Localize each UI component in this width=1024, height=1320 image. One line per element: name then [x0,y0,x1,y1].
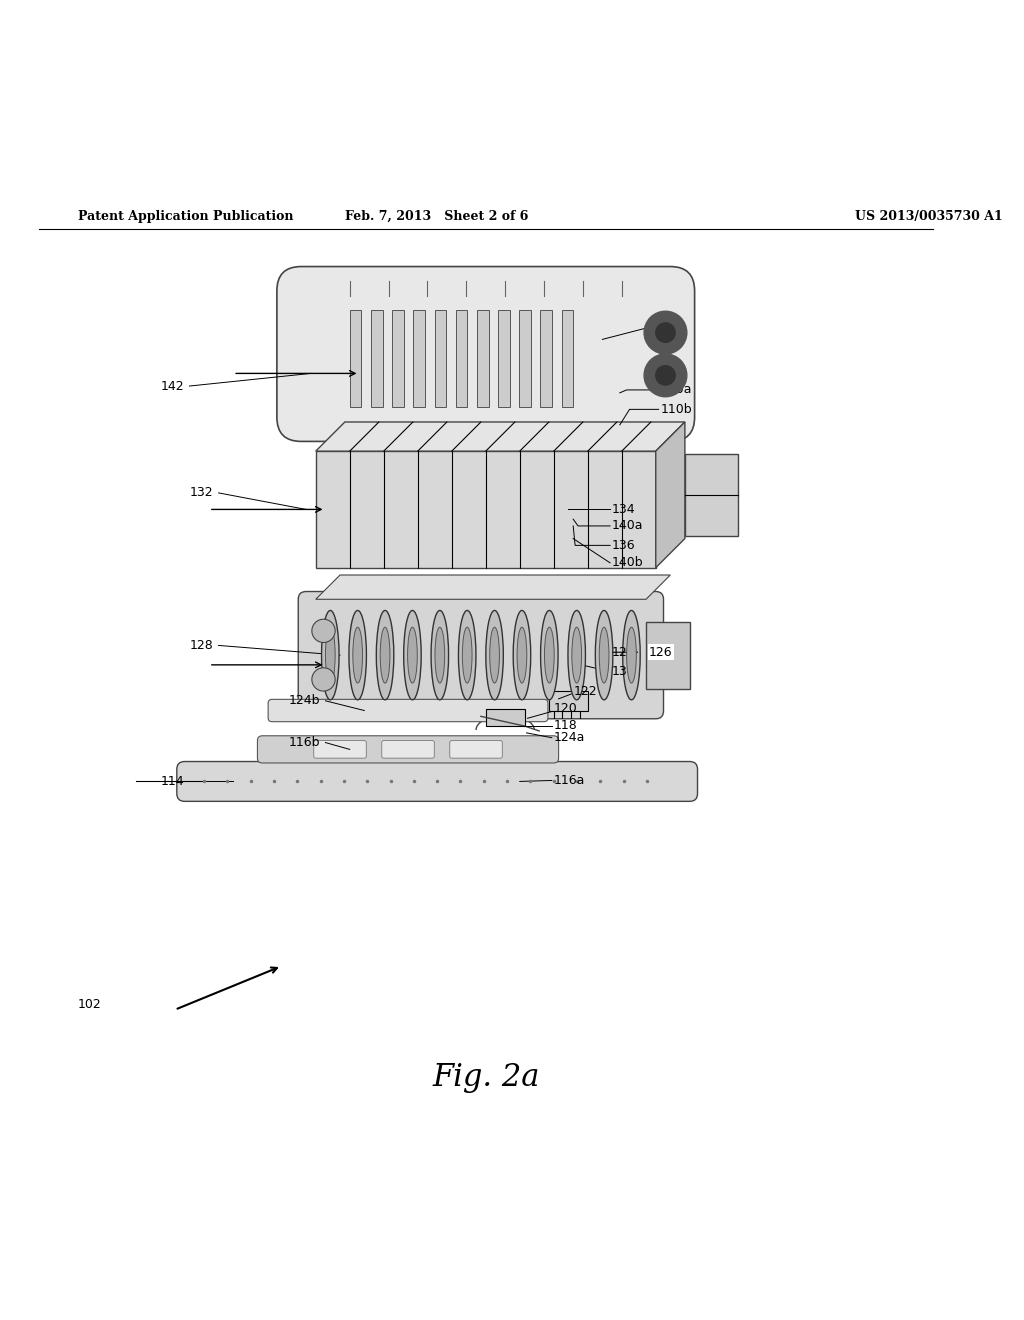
Text: 122: 122 [573,685,597,697]
Text: Feb. 7, 2013   Sheet 2 of 6: Feb. 7, 2013 Sheet 2 of 6 [345,210,528,223]
Ellipse shape [353,627,362,682]
Text: 126: 126 [612,645,636,659]
Text: 110a: 110a [660,383,692,396]
FancyBboxPatch shape [485,709,524,726]
Ellipse shape [485,610,504,700]
Ellipse shape [322,610,339,700]
FancyBboxPatch shape [646,622,690,689]
FancyBboxPatch shape [434,310,446,408]
Circle shape [644,354,687,397]
FancyBboxPatch shape [257,735,559,763]
Polygon shape [315,576,671,599]
Circle shape [655,366,675,385]
Text: 120: 120 [554,702,578,715]
Circle shape [655,323,675,342]
Ellipse shape [517,627,526,682]
FancyBboxPatch shape [685,454,738,536]
Ellipse shape [541,610,558,700]
Polygon shape [315,422,685,451]
Text: 124a: 124a [554,731,585,744]
Text: 128: 128 [190,639,214,652]
Ellipse shape [349,610,367,700]
Text: 140b: 140b [612,556,644,569]
FancyBboxPatch shape [382,741,434,758]
Text: 140a: 140a [612,520,643,532]
Ellipse shape [403,610,421,700]
Text: 114: 114 [161,775,184,788]
Text: 126: 126 [651,645,675,659]
Ellipse shape [463,627,472,682]
FancyBboxPatch shape [519,310,531,408]
Text: Patent Application Publication: Patent Application Publication [78,210,293,223]
Ellipse shape [435,627,444,682]
Text: 102: 102 [78,998,101,1011]
FancyBboxPatch shape [268,700,548,722]
FancyBboxPatch shape [298,591,664,719]
FancyBboxPatch shape [350,310,361,408]
FancyBboxPatch shape [549,692,588,710]
Text: 110b: 110b [660,403,692,416]
Ellipse shape [459,610,476,700]
Circle shape [312,619,335,643]
Text: US 2013/0035730 A1: US 2013/0035730 A1 [855,210,1002,223]
FancyBboxPatch shape [371,310,383,408]
Text: 136: 136 [612,539,636,552]
FancyBboxPatch shape [392,310,403,408]
Circle shape [312,668,335,692]
FancyBboxPatch shape [414,310,425,408]
Ellipse shape [595,610,612,700]
Text: 126: 126 [649,645,673,659]
FancyBboxPatch shape [315,451,655,568]
Text: Fig. 2a: Fig. 2a [432,1063,540,1093]
Ellipse shape [568,610,586,700]
Ellipse shape [376,610,394,700]
Text: 134: 134 [612,503,636,516]
Ellipse shape [380,627,390,682]
Circle shape [644,312,687,354]
Ellipse shape [431,610,449,700]
Text: 142: 142 [161,380,184,392]
Text: 130: 130 [612,665,636,678]
Ellipse shape [513,610,530,700]
Ellipse shape [489,627,500,682]
Polygon shape [655,422,685,568]
Ellipse shape [627,627,636,682]
Text: 116a: 116a [554,774,585,787]
FancyBboxPatch shape [562,310,573,408]
Text: 118: 118 [554,718,578,731]
Text: 132: 132 [190,486,214,499]
Text: 138: 138 [660,318,684,331]
FancyBboxPatch shape [313,741,367,758]
FancyBboxPatch shape [477,310,488,408]
Text: 124b: 124b [289,694,321,708]
Ellipse shape [545,627,554,682]
FancyBboxPatch shape [498,310,510,408]
Ellipse shape [571,627,582,682]
Ellipse shape [599,627,609,682]
FancyBboxPatch shape [541,310,552,408]
Ellipse shape [623,610,640,700]
Ellipse shape [408,627,418,682]
Ellipse shape [326,627,335,682]
FancyBboxPatch shape [450,741,502,758]
FancyBboxPatch shape [276,267,694,441]
FancyBboxPatch shape [177,762,697,801]
FancyBboxPatch shape [456,310,467,408]
Text: 116b: 116b [289,737,321,748]
